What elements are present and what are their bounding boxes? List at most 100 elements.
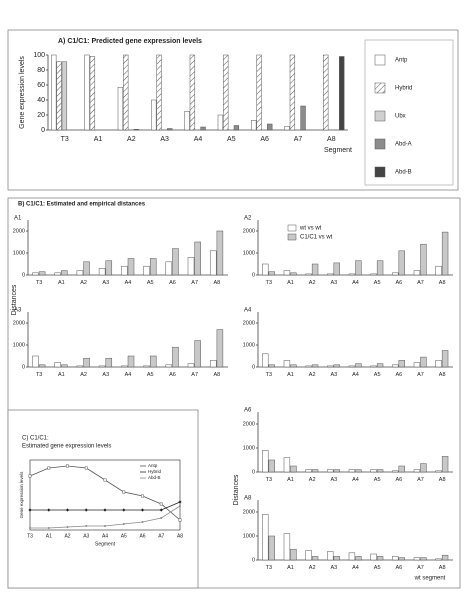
bar — [376, 363, 384, 368]
x-tick-label: A7 — [158, 533, 164, 539]
bar — [268, 364, 275, 368]
panel-b-frame — [7, 197, 461, 589]
bar — [348, 273, 356, 276]
bar — [327, 273, 334, 276]
y-tick-label: 40 — [37, 97, 45, 104]
bar — [370, 469, 377, 473]
point — [28, 508, 32, 512]
bar — [127, 258, 135, 276]
x-tick-label: A4 — [125, 372, 132, 378]
y-tick-label: 2000 — [243, 509, 255, 515]
bar — [61, 364, 68, 368]
bar — [339, 56, 345, 131]
x-tick-label: A2 — [80, 280, 87, 286]
x-tick-label: A8 — [177, 533, 183, 539]
x-tick-label: A2 — [309, 280, 316, 286]
bar — [262, 353, 269, 368]
bar — [56, 61, 62, 131]
x-tick-label: A5 — [147, 280, 154, 286]
point — [122, 490, 126, 494]
legend-label: Hybrid — [395, 86, 412, 92]
x-tick-label: A3 — [83, 533, 89, 539]
y-tick-label: 1000 — [243, 250, 255, 256]
bar — [262, 450, 269, 473]
panel-label: A4 — [244, 308, 252, 314]
x-axis-label: Segment — [95, 541, 116, 547]
bar — [398, 250, 405, 276]
x-axis-label: wt segment — [414, 576, 446, 582]
bar — [355, 469, 362, 473]
bar — [283, 457, 291, 473]
bar — [121, 365, 128, 368]
legend-label: Abd-A — [395, 142, 412, 148]
bar — [290, 364, 297, 368]
bar — [311, 556, 319, 561]
y-tick-label: 0 — [252, 557, 255, 563]
bar — [398, 465, 405, 473]
bar — [61, 270, 68, 276]
plot-frame — [29, 459, 181, 531]
bar — [290, 548, 297, 561]
x-tick-label: A4 — [352, 565, 359, 571]
y-tick-label: 2000 — [13, 228, 25, 234]
y-tick-label: 0 — [41, 127, 45, 134]
bar — [305, 469, 312, 473]
x-tick-label: A6 — [169, 372, 176, 378]
chart-title: C) C1/C1: — [22, 436, 49, 442]
x-tick-label: A8 — [439, 565, 446, 571]
bar — [283, 533, 291, 561]
y-tick-label: 1000 — [13, 342, 25, 348]
x-tick-label: T3 — [36, 280, 42, 286]
x-tick-label: A1 — [287, 565, 294, 571]
point — [104, 525, 106, 527]
bar — [333, 364, 340, 368]
x-tick-label: A2 — [309, 477, 316, 483]
bar — [333, 262, 340, 276]
bar — [189, 54, 196, 131]
x-tick-label: A1 — [287, 372, 294, 378]
x-tick-label: A7 — [417, 565, 424, 571]
point — [85, 525, 88, 527]
bar — [89, 56, 96, 131]
point — [159, 502, 163, 506]
bar — [376, 469, 384, 473]
bar — [151, 99, 157, 131]
legend-label: Abd-B — [395, 170, 412, 176]
bar — [327, 469, 334, 473]
bar — [420, 463, 427, 473]
y-tick-label: 2000 — [243, 421, 255, 427]
panel-label: A2 — [244, 216, 252, 222]
point — [84, 508, 88, 512]
x-tick-label: A3 — [160, 136, 169, 143]
point — [141, 521, 144, 523]
bar — [323, 54, 329, 131]
bar — [105, 357, 113, 368]
point — [160, 517, 163, 519]
bar — [435, 265, 442, 276]
point — [47, 527, 50, 529]
x-tick-label: A3 — [330, 372, 337, 378]
bar — [441, 231, 449, 276]
x-tick-label: A4 — [352, 477, 359, 483]
x-tick-label: A5 — [121, 533, 127, 539]
point — [140, 508, 145, 512]
bar — [32, 355, 39, 368]
x-tick-label: A4 — [352, 280, 359, 286]
bar — [121, 265, 128, 276]
point — [103, 478, 107, 482]
bar — [435, 360, 442, 368]
x-tick-label: A3 — [330, 477, 337, 483]
bar — [413, 469, 421, 473]
point — [159, 508, 163, 512]
bar — [283, 270, 291, 276]
x-tick-label: A7 — [294, 136, 303, 143]
bar — [392, 470, 399, 473]
y-axis-label: Distances — [11, 284, 18, 315]
bar — [76, 365, 84, 368]
bar — [305, 273, 312, 276]
x-tick-label: A2 — [80, 372, 87, 378]
panel-label: A6 — [244, 408, 252, 414]
x-tick-label: A1 — [58, 280, 65, 286]
bar — [83, 261, 90, 276]
point — [28, 474, 32, 478]
